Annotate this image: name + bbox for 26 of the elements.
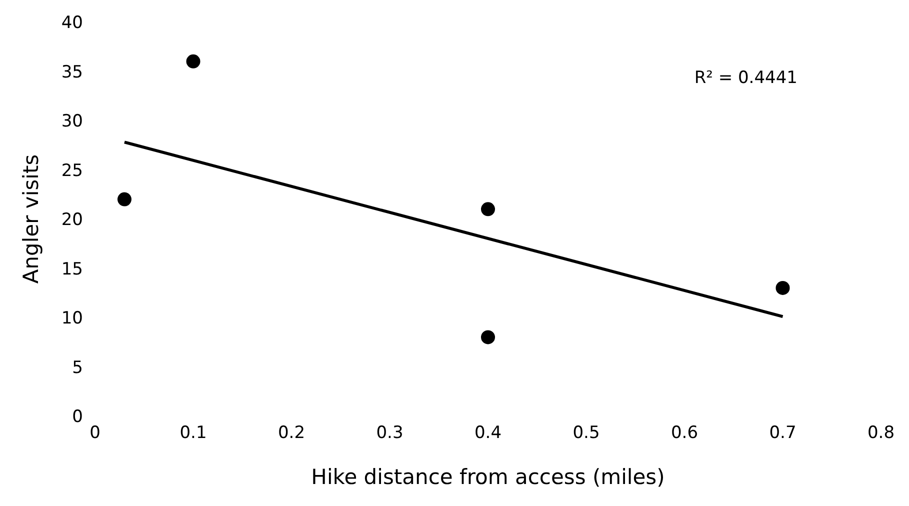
x-axis-title: Hike distance from access (miles) [311,465,665,489]
y-tick-label: 5 [72,358,83,378]
y-tick-label: 20 [61,210,83,230]
x-tick-label: 0.8 [867,423,895,443]
point [481,202,495,216]
y-tick-label: 0 [72,407,83,427]
y-tick-label: 15 [61,259,83,280]
y-tick-label: 10 [61,308,83,328]
x-tick-label: 0 [90,423,100,443]
x-tick-label: 0.7 [769,423,796,443]
x-tick-label: 0.2 [278,423,306,443]
x-tick-label: 0.6 [670,423,698,443]
y-tick-label: 40 [61,13,83,33]
point [117,192,132,206]
x-tick-label: 0.3 [376,423,404,443]
x-tick-label: 0.4 [474,423,502,443]
y-tick-label: 25 [61,160,83,181]
annotation: R² = 0.4441 [694,68,798,88]
y-tick-label: 30 [61,112,83,132]
y-tick-label: 35 [61,62,83,82]
point [481,330,495,344]
x-tick-label: 0.1 [180,423,207,443]
y-axis-title: Angler visits [19,154,43,284]
point [776,280,790,295]
x-tick-label: 0.5 [572,423,600,443]
point [186,54,200,68]
